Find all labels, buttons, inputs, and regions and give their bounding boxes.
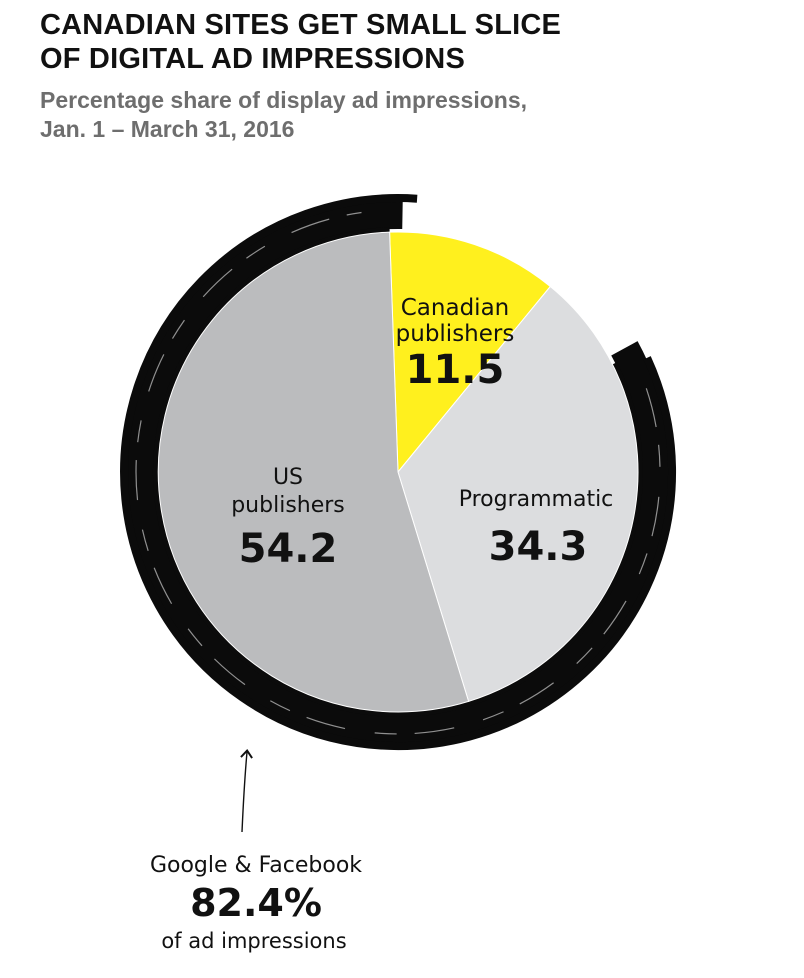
label-programmatic: Programmatic [459, 487, 614, 512]
chart-title-line-2: OF DIGITAL AD IMPRESSIONS [40, 43, 465, 75]
label-canadian-line-2: publishers [396, 321, 515, 347]
slice-us-publishers [157, 231, 470, 713]
chart-subtitle-line-2: Jan. 1 – March 31, 2016 [40, 116, 295, 142]
label-us-line-1: US [273, 465, 303, 490]
value-canadian: 11.5 [406, 347, 505, 393]
pie-slices [157, 231, 639, 713]
chart-subtitle: Percentage share of display ad impressio… [40, 86, 640, 144]
annotation-arrow [240, 749, 253, 833]
annotation-value: 82.4% [190, 881, 322, 925]
value-us: 54.2 [239, 526, 338, 572]
label-us-line-2: publishers [231, 493, 345, 518]
google-facebook-annotation: Google & Facebook 82.4% of ad impression… [150, 749, 362, 953]
chart-subtitle-line-1: Percentage share of display ad impressio… [40, 87, 528, 113]
value-programmatic: 34.3 [489, 524, 588, 570]
google-facebook-ring [120, 194, 676, 751]
ring-stroke-inner [152, 227, 643, 717]
ring-stroke-main [125, 198, 671, 745]
chart-title: CANADIAN SITES GET SMALL SLICE OF DIGITA… [40, 8, 760, 76]
slice-canadian-publishers [389, 231, 552, 474]
label-canadian-line-1: Canadian [401, 295, 510, 321]
annotation-line-1: Google & Facebook [150, 853, 362, 878]
slice-labels: Canadian publishers 11.5 Programmatic 34… [231, 295, 613, 572]
chart-title-line-1: CANADIAN SITES GET SMALL SLICE [40, 9, 562, 41]
ring-stroke-outer [120, 194, 676, 751]
slice-programmatic [397, 285, 639, 703]
annotation-line-3: of ad impressions [161, 929, 346, 953]
